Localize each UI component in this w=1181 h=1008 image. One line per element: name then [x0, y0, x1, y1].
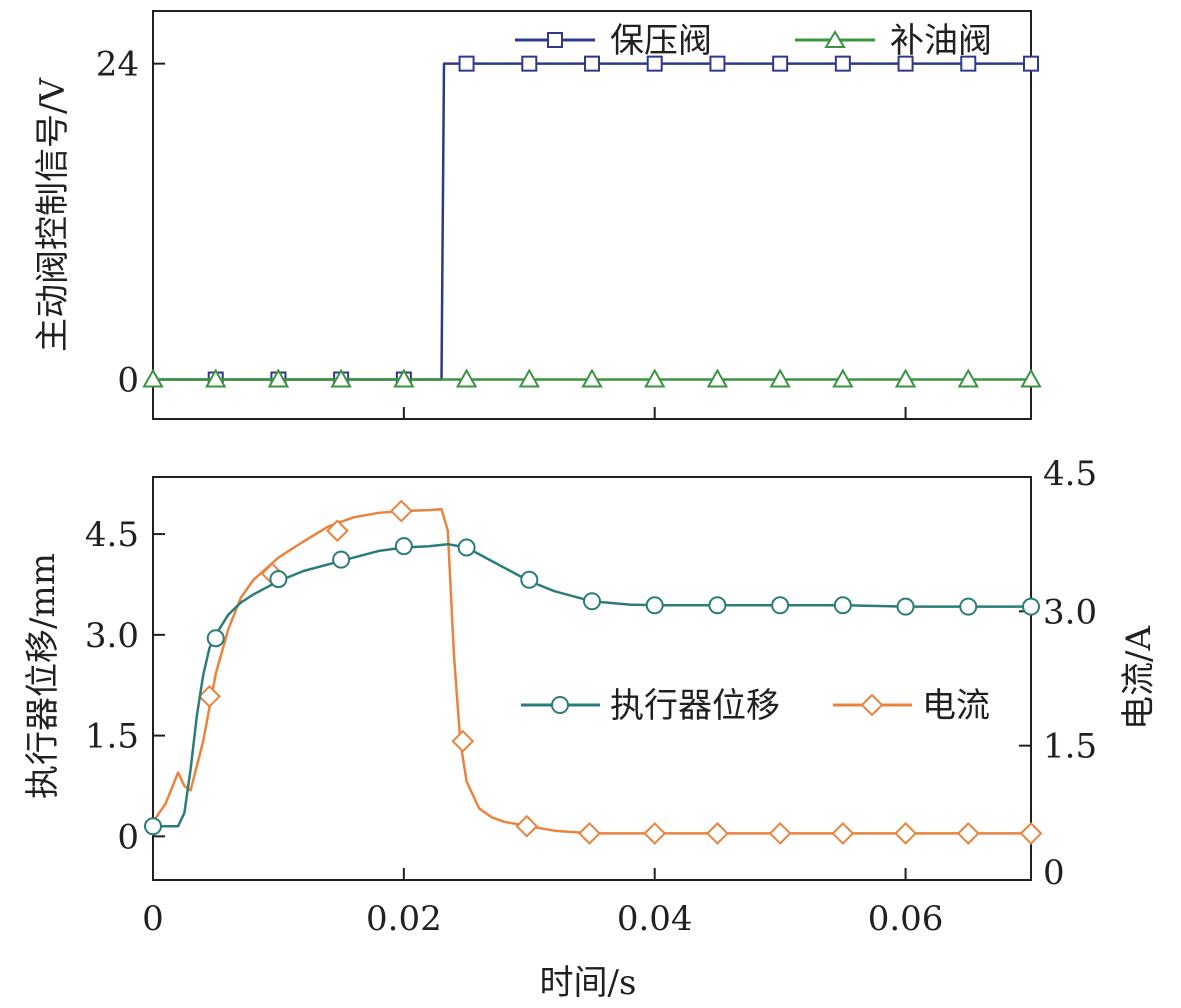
actuator-displacement-marker	[520, 570, 539, 589]
x-axis-title: 时间/s	[540, 963, 637, 1003]
left-y-tick-label: 4.5	[85, 515, 139, 555]
current-marker	[1019, 822, 1043, 845]
refill-valve-marker	[581, 368, 603, 388]
refill-valve-marker	[644, 368, 666, 388]
refill-valve-marker	[330, 368, 352, 388]
right-y-tick-label: 0	[1043, 853, 1065, 893]
bottom-legend: 执行器位移 电流	[521, 686, 990, 726]
left-y-tick-label: 0	[117, 817, 139, 857]
refill-valve-marker	[769, 368, 791, 388]
refill-valve-marker	[832, 368, 854, 388]
refill-valve-marker	[267, 368, 290, 388]
holding-valve-marker	[709, 55, 726, 72]
bottom-right-y-axis-title: 电流/A	[1119, 626, 1159, 730]
current-marker	[956, 822, 980, 845]
holding-valve-marker	[521, 55, 538, 72]
refill-valve-marker	[142, 368, 164, 388]
top-y-axis-title: 主动阀控制信号/V	[33, 77, 73, 352]
legend-square-marker	[547, 32, 563, 48]
actuator-displacement-marker	[269, 570, 288, 589]
refill-valve-marker	[957, 368, 979, 388]
current-marker	[389, 499, 413, 523]
current-marker	[706, 822, 729, 845]
actuator-displacement-marker	[583, 592, 601, 611]
legend-label-refill-valve: 补油阀	[890, 21, 992, 61]
left-y-tick-label: 1.5	[85, 717, 139, 757]
right-y-tick-label: 1.5	[1043, 727, 1097, 767]
current-marker	[451, 729, 475, 753]
refill-valve-marker	[518, 368, 540, 388]
actuator-displacement-marker	[896, 597, 915, 616]
current-marker	[643, 822, 667, 845]
bottom-ticks: 0 0.02 0.04 0.06 0 1.5 3.0 4.5 0 1.5 3.0 4.5	[85, 454, 1097, 939]
current-line	[151, 507, 1031, 835]
refill-valve-marker	[1020, 368, 1042, 388]
legend-label-actuator-displacement: 执行器位移	[610, 686, 780, 726]
actuator-displacement-marker	[144, 817, 162, 836]
holding-valve-marker	[584, 55, 600, 72]
legend-label-current: 电流	[922, 686, 990, 726]
actuator-displacement-marker	[708, 596, 727, 615]
x-tick-label: 0.02	[366, 899, 442, 939]
current-marker	[578, 822, 601, 845]
bottom-chart: 0 0.02 0.04 0.06 0 1.5 3.0 4.5 0 1.5 3.0 4.5 执行器位移/…	[23, 454, 1159, 1003]
actuator-displacement-line	[153, 542, 1031, 828]
holding-valve-marker	[960, 55, 977, 72]
legend-triangle-marker	[824, 30, 846, 48]
actuator-displacement-marker	[206, 629, 225, 648]
top-y-tick-label: 24	[96, 45, 139, 85]
holding-valve-marker	[1023, 55, 1039, 72]
actuator-displacement-marker	[833, 596, 852, 615]
legend-circle-marker	[551, 696, 569, 714]
right-y-tick-label: 3.0	[1043, 592, 1097, 632]
current-marker	[768, 822, 792, 845]
top-chart: 0 24 主动阀控制信号/V 保压阀 补油阀	[33, 10, 1042, 420]
current-marker	[831, 822, 855, 845]
holding-valve-marker	[834, 55, 851, 72]
right-y-tick-label: 4.5	[1043, 454, 1097, 494]
bottom-series	[144, 499, 1043, 845]
top-series	[142, 55, 1042, 388]
refill-valve-marker	[455, 368, 478, 388]
top-ticks: 0 24	[96, 45, 907, 419]
refill-valve-marker	[205, 368, 227, 388]
holding-valve-marker	[646, 55, 663, 72]
x-tick-label: 0.04	[617, 899, 693, 939]
top-y-tick-label: 0	[117, 361, 139, 401]
current-marker	[515, 814, 539, 838]
legend-diamond-marker	[860, 693, 884, 717]
holding-valve-marker	[772, 55, 789, 72]
actuator-displacement-marker	[645, 596, 664, 615]
top-plot-frame	[152, 10, 1032, 420]
actuator-displacement-marker	[457, 538, 476, 557]
actuator-displacement-marker	[332, 550, 351, 569]
actuator-displacement-marker	[959, 597, 978, 616]
refill-valve-marker	[393, 368, 415, 388]
x-tick-label: 0	[142, 899, 164, 939]
current-marker	[894, 822, 917, 845]
bottom-left-y-axis-title: 执行器位移/mm	[23, 553, 63, 799]
bottom-plot-frame	[152, 476, 1032, 881]
left-y-tick-label: 3.0	[85, 616, 139, 656]
current-marker	[325, 519, 349, 543]
holding-valve-marker	[897, 55, 914, 72]
holding-valve-line	[153, 62, 1031, 381]
x-tick-label: 0.06	[868, 899, 944, 939]
current-marker	[198, 684, 221, 708]
legend-label-holding-valve: 保压阀	[610, 21, 712, 61]
actuator-displacement-marker	[394, 537, 413, 556]
refill-valve-marker	[894, 368, 917, 388]
actuator-displacement-marker	[1022, 597, 1040, 616]
refill-valve-marker	[706, 368, 729, 388]
top-legend: 保压阀 补油阀	[515, 21, 992, 61]
actuator-displacement-marker	[771, 596, 790, 615]
holding-valve-marker	[458, 55, 475, 72]
